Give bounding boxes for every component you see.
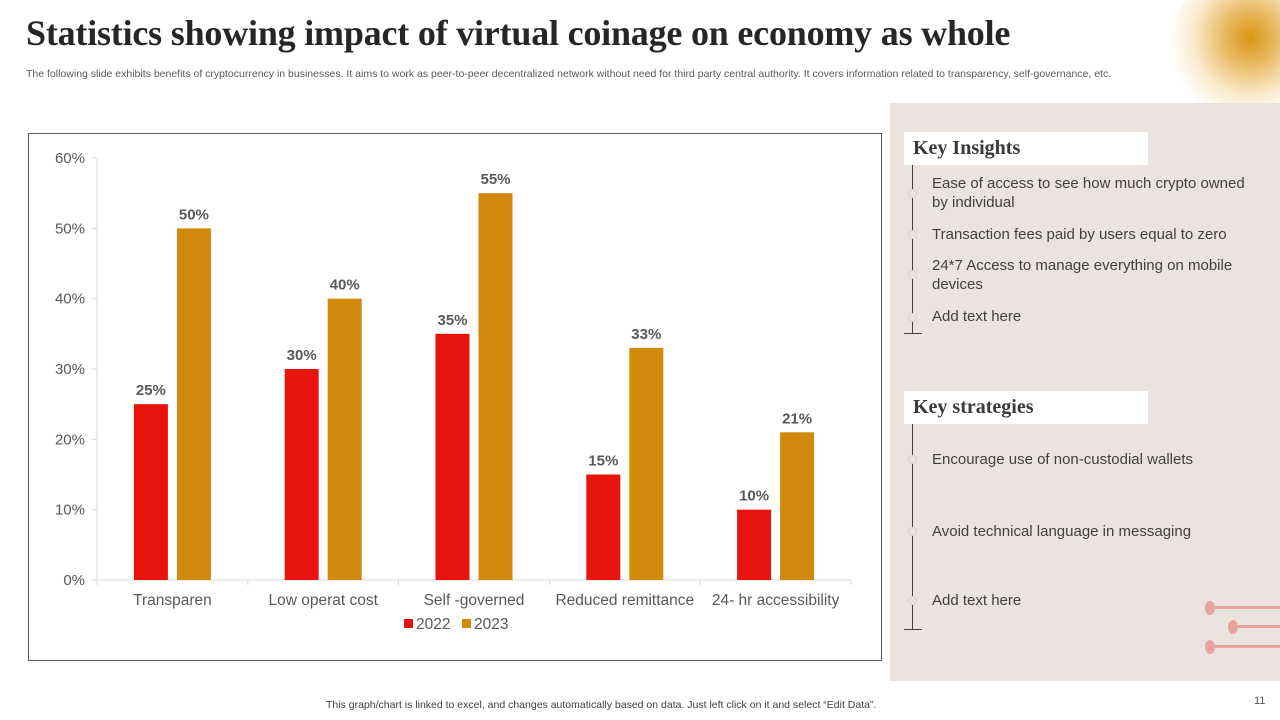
bullet-dot-icon [908,189,917,198]
x-tick-label: Transparen [133,592,212,609]
x-tick-label: Reduced remittance [555,592,694,609]
key-insight-item: Add text here [932,308,1022,325]
legend-label-2023: 2023 [474,616,508,633]
bullet-dot-icon [908,596,917,605]
bar-2023 [327,298,362,580]
data-label-2023: 33% [631,326,661,343]
y-tick-label: 40% [55,291,85,308]
key-insight-item: Transaction fees paid by users equal to … [932,226,1227,243]
decorative-pin-icon [1228,620,1238,634]
bar-chart-canvas: 0% 10% 20% 30% 40% 50% 60% 25% 50% Transparen 30% 4… [55,150,852,633]
data-label-2023: 55% [480,171,510,188]
legend-label-2022: 2022 [416,616,450,633]
decorative-pin-line [1212,606,1280,609]
bar-chart[interactable]: 0% 10% 20% 30% 40% 50% 60% 25% 50% Transparen 30% 4… [28,133,882,661]
footer-note: This graph/chart is linked to excel, and… [326,699,877,711]
page-number: 11 [1254,695,1266,707]
bar-2023 [780,432,815,580]
key-strategy-item: Add text here [932,592,1022,609]
data-label-2022: 15% [588,453,618,470]
page-subtitle: The following slide exhibits benefits of… [26,68,1112,80]
bar-2022 [737,509,772,580]
key-strategies-timeline [912,424,913,629]
decorative-pin-line [1235,625,1280,628]
bar-2022 [435,333,470,580]
key-insights-timeline [912,165,913,333]
data-label-2022: 10% [739,488,769,505]
decorative-pin-line [1212,645,1280,648]
y-tick-label: 20% [55,431,85,448]
legend-swatch-2022 [404,619,413,628]
key-strategies-timeline-end [904,629,922,630]
right-panel: Key Insights Ease of access to see how m… [890,103,1280,681]
bullet-dot-icon [908,313,917,322]
bar-2023 [629,347,664,580]
y-tick-label: 60% [55,150,85,167]
data-label-2022: 25% [136,382,166,399]
decorative-pin-icon [1205,601,1215,615]
decorative-pin-icon [1205,640,1215,654]
key-strategy-item: Encourage use of non-custodial wallets [932,451,1193,468]
legend-swatch-2023 [462,619,471,628]
data-label-2022: 30% [287,347,317,364]
x-tick-label: 24- hr accessibility [712,592,840,609]
key-insights-timeline-end [904,333,922,334]
bar-2023 [478,193,513,580]
data-label-2023: 21% [782,410,812,427]
data-label-2023: 50% [179,206,209,223]
y-tick-label: 30% [55,361,85,378]
bullet-dot-icon [908,527,917,536]
y-tick-label: 10% [55,502,85,519]
bullet-dot-icon [908,455,917,464]
bullet-dot-icon [908,230,917,239]
data-label-2023: 40% [330,277,360,294]
decorative-sun-gradient [1170,0,1280,120]
x-tick-label: Self -governed [424,592,525,609]
y-tick-label: 50% [55,220,85,237]
bar-2022 [586,474,621,580]
bar-2023 [176,228,211,580]
bullet-dot-icon [908,270,917,279]
key-strategies-heading: Key strategies [904,391,1148,424]
data-label-2022: 35% [437,312,467,329]
page-title: Statistics showing impact of virtual coi… [26,13,1011,53]
x-tick-label: Low operat cost [268,592,378,609]
bar-2022 [133,404,168,580]
bar-2022 [284,369,319,580]
key-insights-heading: Key Insights [904,132,1148,165]
key-insight-item: 24*7 Access to manage everything on mobi… [932,257,1233,293]
key-insight-item: Ease of access to see how much crypto ow… [932,175,1245,211]
key-strategy-item: Avoid technical language in messaging [932,523,1192,540]
y-tick-label: 0% [63,572,85,589]
